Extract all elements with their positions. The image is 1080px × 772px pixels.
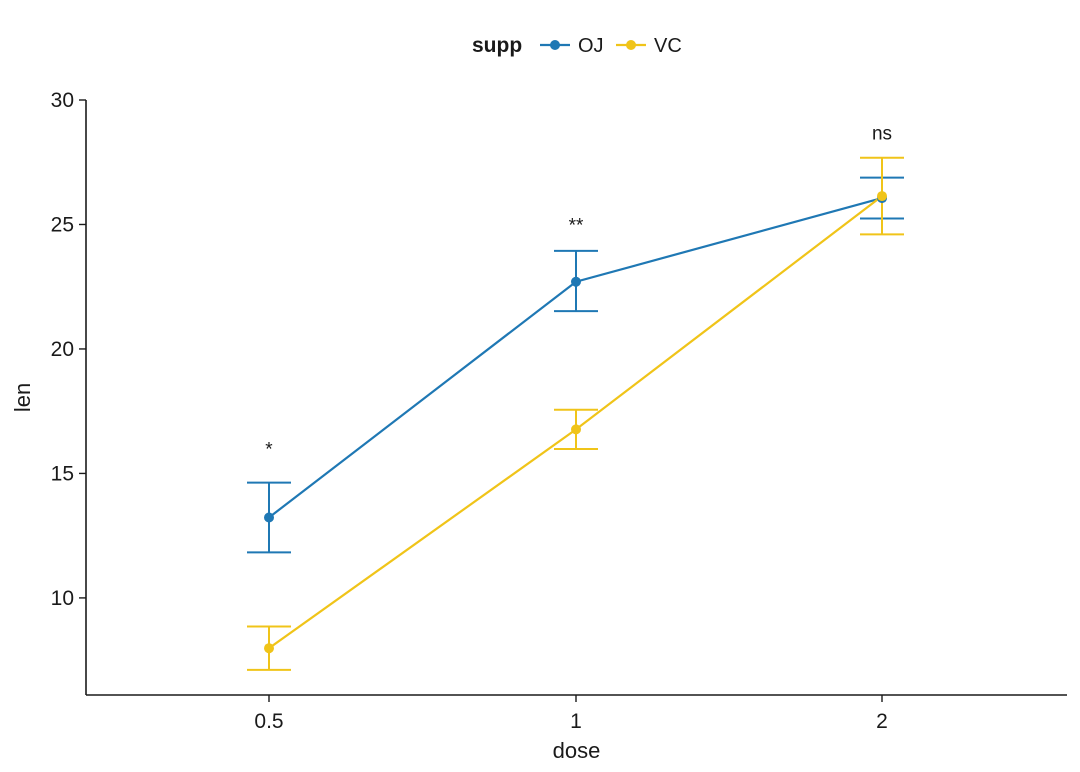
- significance-label: **: [569, 215, 584, 236]
- data-point-vc: [571, 424, 581, 435]
- y-tick-label: 10: [51, 587, 74, 610]
- legend-item-vc: VC: [616, 35, 682, 57]
- x-tick-label: 1: [570, 710, 582, 733]
- significance-label: *: [265, 440, 273, 461]
- significance-annotations: ***ns: [265, 123, 892, 460]
- legend-key-point: [550, 40, 560, 50]
- legend: supp OJ VC: [472, 34, 682, 57]
- x-tick-label: 0.5: [254, 710, 283, 733]
- axes: 10 15 20 25 30 0.5 1 2 dose len: [10, 89, 1067, 763]
- x-axis-title: dose: [553, 738, 601, 763]
- significance-label: ns: [872, 123, 892, 144]
- series-line-oj: [268, 197, 883, 519]
- legend-item-oj: OJ: [540, 35, 604, 57]
- data-point-oj: [264, 512, 274, 523]
- data-point-oj: [571, 276, 581, 287]
- y-tick-label: 30: [51, 89, 74, 112]
- y-tick-label: 20: [51, 338, 74, 361]
- x-tick-label: 2: [876, 710, 888, 733]
- y-tick-label: 15: [51, 462, 74, 485]
- y-tick-label: 25: [51, 213, 74, 236]
- data-point-vc: [877, 191, 887, 202]
- legend-key-point: [626, 40, 636, 50]
- legend-label: VC: [654, 35, 682, 57]
- data-point-vc: [264, 643, 274, 654]
- y-axis-title: len: [10, 383, 35, 412]
- legend-title: supp: [472, 34, 522, 57]
- legend-label: OJ: [578, 35, 604, 57]
- data-points: [264, 191, 887, 654]
